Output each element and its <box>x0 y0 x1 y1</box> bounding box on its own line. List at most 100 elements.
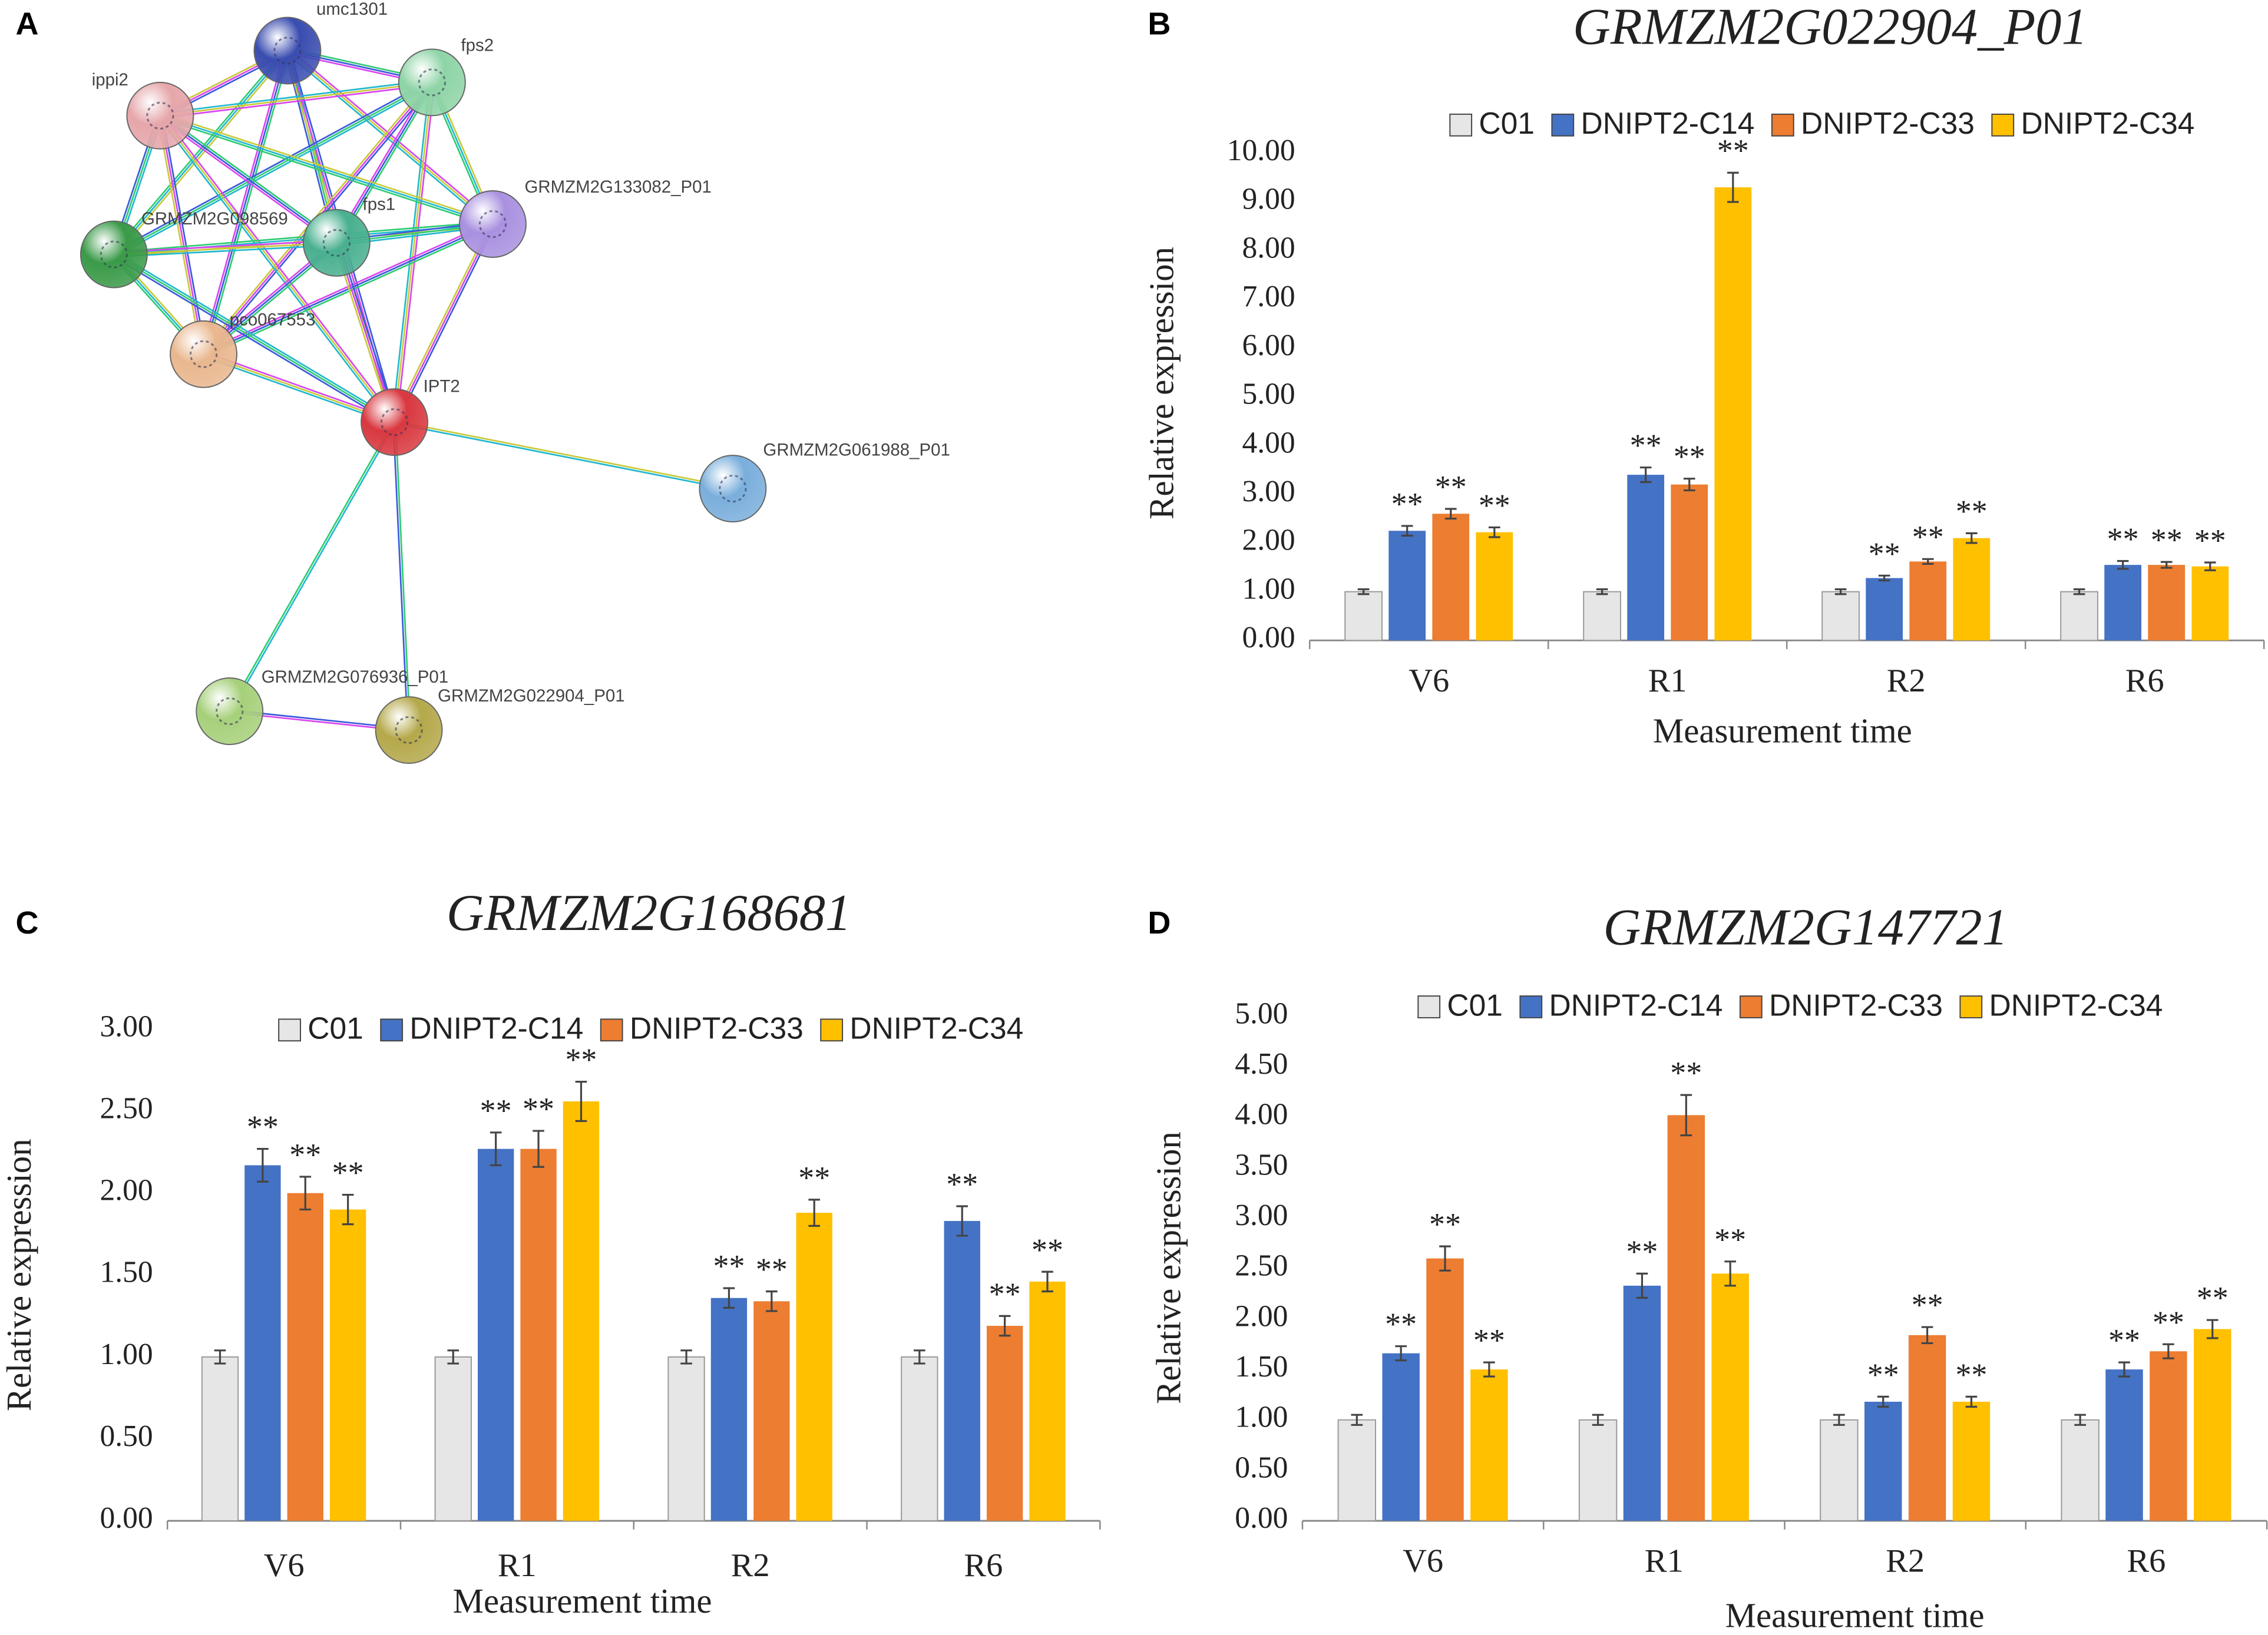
legend-label: DNIPT2-C14 <box>1581 106 1754 140</box>
network-edge <box>157 116 394 424</box>
bar <box>1337 1419 1377 1522</box>
y-tick-label: 1.00 <box>1235 1401 1288 1434</box>
network-edge <box>200 49 286 354</box>
bar <box>1908 1335 1946 1521</box>
error-bar <box>342 1193 354 1226</box>
significance-mark: ** <box>1670 1055 1702 1091</box>
significance-mark: ** <box>1717 133 1749 168</box>
network-edge <box>160 81 432 117</box>
bar <box>201 1356 239 1522</box>
legend-swatch <box>600 1018 623 1042</box>
network-edge <box>395 422 411 730</box>
bar <box>1671 484 1708 641</box>
error-bar <box>1596 588 1608 595</box>
network-edge <box>394 223 494 423</box>
panel-label: D <box>1148 905 1171 941</box>
network-node <box>361 388 428 456</box>
network-node <box>375 696 443 764</box>
significance-mark: ** <box>946 1166 978 1202</box>
legend-label: DNIPT2-C34 <box>1989 988 2163 1022</box>
network-edge <box>395 224 496 424</box>
node-structure <box>146 101 174 130</box>
network-edge <box>115 51 290 257</box>
x-tick-label: V6 <box>1403 1543 1443 1580</box>
network-edge <box>396 82 435 423</box>
x-tick-label: R1 <box>1648 663 1687 699</box>
node-label: pco067553 <box>230 310 316 330</box>
legend-swatch <box>1739 995 1763 1018</box>
error-bar <box>2163 1343 2174 1359</box>
bar <box>1909 561 1947 641</box>
legend-label: DNIPT2-C34 <box>849 1011 1023 1045</box>
significance-mark: ** <box>1479 488 1510 523</box>
y-tick-label: 2.00 <box>100 1174 153 1207</box>
significance-mark: ** <box>1956 494 1988 529</box>
node-label: IPT2 <box>424 377 460 396</box>
legend-label: DNIPT2-C14 <box>409 1011 583 1045</box>
error-bar <box>1439 1245 1451 1272</box>
error-bar <box>956 1205 968 1237</box>
significance-mark: ** <box>565 1042 597 1077</box>
error-bar <box>766 1290 778 1312</box>
significance-mark: ** <box>1630 428 1662 463</box>
bar <box>1388 531 1426 641</box>
y-tick-label: 0.50 <box>1235 1451 1288 1484</box>
significance-mark: ** <box>2107 521 2139 557</box>
significance-mark: ** <box>1674 439 1705 474</box>
significance-mark: ** <box>480 1093 512 1128</box>
error-bar <box>999 1315 1011 1337</box>
significance-mark: ** <box>1955 1357 1987 1392</box>
panel-label: A <box>15 6 38 41</box>
error-bar <box>1833 1414 1845 1426</box>
bar <box>2105 1369 2143 1521</box>
error-bar <box>447 1349 459 1365</box>
network-edge <box>202 355 394 425</box>
x-axis-label: Measurement time <box>1725 1597 1985 1635</box>
node-label: GRMZM2G076936_P01 <box>262 667 448 687</box>
significance-mark: ** <box>1435 469 1467 504</box>
x-tick-label: V6 <box>1409 663 1449 699</box>
node-label: fps2 <box>461 35 494 55</box>
bar <box>1711 1273 1749 1521</box>
y-tick-label: 0.00 <box>1235 1501 1288 1535</box>
network-edge <box>160 115 493 225</box>
chart-title: GRMZM2G147721 <box>1603 898 2008 956</box>
significance-mark: ** <box>1714 1222 1746 1257</box>
error-bar <box>723 1287 735 1309</box>
node-label: GRMZM2G022904_P01 <box>438 686 624 706</box>
y-tick-label: 2.50 <box>100 1091 153 1125</box>
legend-swatch <box>1771 113 1794 137</box>
bar <box>1470 1369 1508 1521</box>
error-bar <box>680 1349 692 1365</box>
significance-mark: ** <box>2194 522 2226 558</box>
y-tick-label: 5.00 <box>1242 378 1295 411</box>
network-edge <box>112 256 394 425</box>
network-edge <box>113 81 432 256</box>
error-bar <box>1834 588 1847 595</box>
error-bar <box>1724 1260 1736 1287</box>
bar <box>1820 1419 1859 1522</box>
y-tick-label: 5.00 <box>1235 997 1288 1030</box>
bar <box>563 1101 600 1521</box>
bar <box>287 1193 323 1521</box>
network-edge <box>392 422 409 730</box>
network-edge <box>394 422 733 491</box>
significance-mark: ** <box>1869 536 1900 571</box>
panel-label: B <box>1148 6 1171 41</box>
bar <box>796 1213 832 1521</box>
error-bar <box>2160 561 2173 569</box>
bar <box>1426 1258 1464 1521</box>
bar <box>944 1221 980 1521</box>
node-structure <box>478 210 507 239</box>
network-edge <box>204 351 396 421</box>
network-edge <box>159 117 492 227</box>
network-node <box>196 677 264 746</box>
y-tick-label: 2.50 <box>1235 1249 1288 1283</box>
network-edge <box>160 115 338 244</box>
legend-swatch <box>820 1018 844 1042</box>
bar <box>1029 1281 1066 1521</box>
y-axis-label: Relative expression <box>0 1138 38 1411</box>
legend-label: C01 <box>1479 106 1535 140</box>
bar <box>1953 538 1991 641</box>
